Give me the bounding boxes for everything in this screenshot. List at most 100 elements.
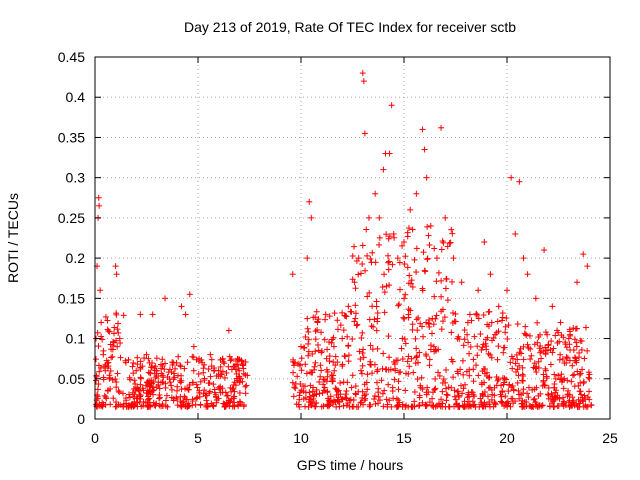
cloud-point [486, 308, 493, 315]
cloud-point [415, 359, 422, 366]
cloud-point [146, 359, 153, 366]
cloud-point [567, 347, 574, 354]
cloud-point [470, 378, 477, 385]
cloud-point [385, 252, 392, 259]
cloud-point [355, 388, 362, 395]
data-point [178, 303, 185, 310]
cloud-point [444, 392, 451, 399]
cloud-point [576, 388, 583, 395]
cloud-point [343, 388, 350, 395]
cloud-point [557, 351, 564, 358]
cloud-point [395, 302, 402, 309]
cloud-point [208, 356, 215, 363]
data-point [225, 327, 232, 334]
cloud-point [582, 396, 589, 403]
cloud-point [344, 333, 351, 340]
data-point [401, 239, 407, 246]
data-point [512, 230, 519, 237]
cloud-point [460, 385, 467, 392]
cloud-point [397, 286, 404, 293]
cloud-point [429, 402, 436, 409]
cloud-point [320, 381, 327, 388]
cloud-point [576, 371, 583, 378]
cloud-point [435, 269, 442, 276]
cloud-point [298, 367, 305, 374]
cloud-point [293, 401, 300, 408]
cloud-point [362, 395, 369, 402]
cloud-point [324, 373, 331, 380]
cloud-point [240, 365, 247, 372]
cloud-point [343, 395, 350, 402]
cloud-point [352, 310, 359, 317]
cloud-point [575, 382, 582, 389]
cloud-point [363, 379, 370, 386]
cloud-point [432, 385, 439, 392]
data-point [207, 351, 214, 358]
cloud-point [234, 355, 241, 362]
cloud-point [137, 375, 144, 382]
cloud-point [373, 298, 380, 305]
data-point [308, 214, 315, 221]
data-point [520, 255, 527, 262]
cloud-point [561, 375, 568, 382]
cloud-point [374, 310, 381, 317]
cloud-point [117, 354, 124, 361]
cloud-point [206, 388, 213, 395]
cloud-point [204, 403, 211, 410]
data-point [516, 178, 523, 185]
cloud-point [381, 387, 388, 394]
cloud-point [292, 385, 299, 392]
cloud-point [302, 389, 309, 396]
cloud-point [197, 378, 204, 385]
cloud-point [449, 230, 456, 237]
cloud-point [376, 234, 383, 241]
cloud-point [332, 362, 339, 369]
data-point [153, 367, 160, 374]
cloud-point [330, 399, 337, 406]
cloud-point [302, 403, 309, 410]
cloud-point [349, 372, 356, 379]
cloud-point [345, 343, 352, 350]
cloud-point [190, 379, 197, 386]
cloud-point [164, 374, 171, 381]
cloud-point [227, 357, 234, 364]
cloud-point [402, 291, 409, 298]
cloud-point [316, 390, 323, 397]
cloud-point [243, 382, 250, 389]
cloud-point [449, 278, 456, 285]
cloud-point [393, 395, 400, 402]
cloud-point [301, 383, 308, 390]
cloud-point [318, 348, 325, 355]
cloud-point [495, 343, 502, 350]
cloud-point [490, 334, 497, 341]
cloud-point [470, 356, 477, 363]
cloud-point [492, 401, 499, 408]
cloud-point [180, 398, 187, 405]
cloud-point [337, 322, 344, 329]
cloud-point [346, 403, 353, 410]
cloud-point [305, 340, 312, 347]
cloud-point [324, 395, 331, 402]
cloud-point [332, 353, 339, 360]
cloud-point [177, 362, 184, 369]
cloud-point [375, 389, 382, 396]
cloud-point [328, 339, 335, 346]
cloud-point [236, 389, 243, 396]
cloud-point [368, 259, 375, 266]
data-point [475, 287, 482, 294]
cloud-point [102, 313, 109, 320]
cloud-point [136, 387, 143, 394]
cloud-point [550, 398, 557, 405]
cloud-point [201, 377, 208, 384]
cloud-point [347, 396, 354, 403]
cloud-point [139, 385, 146, 392]
cloud-point [447, 239, 454, 246]
cloud-point [127, 376, 134, 383]
cloud-point [362, 267, 369, 274]
cloud-point [412, 335, 419, 342]
cloud-point [168, 386, 175, 393]
cloud-point [381, 271, 388, 278]
cloud-point [326, 313, 333, 320]
cloud-point [415, 314, 422, 321]
data-point [574, 279, 581, 286]
